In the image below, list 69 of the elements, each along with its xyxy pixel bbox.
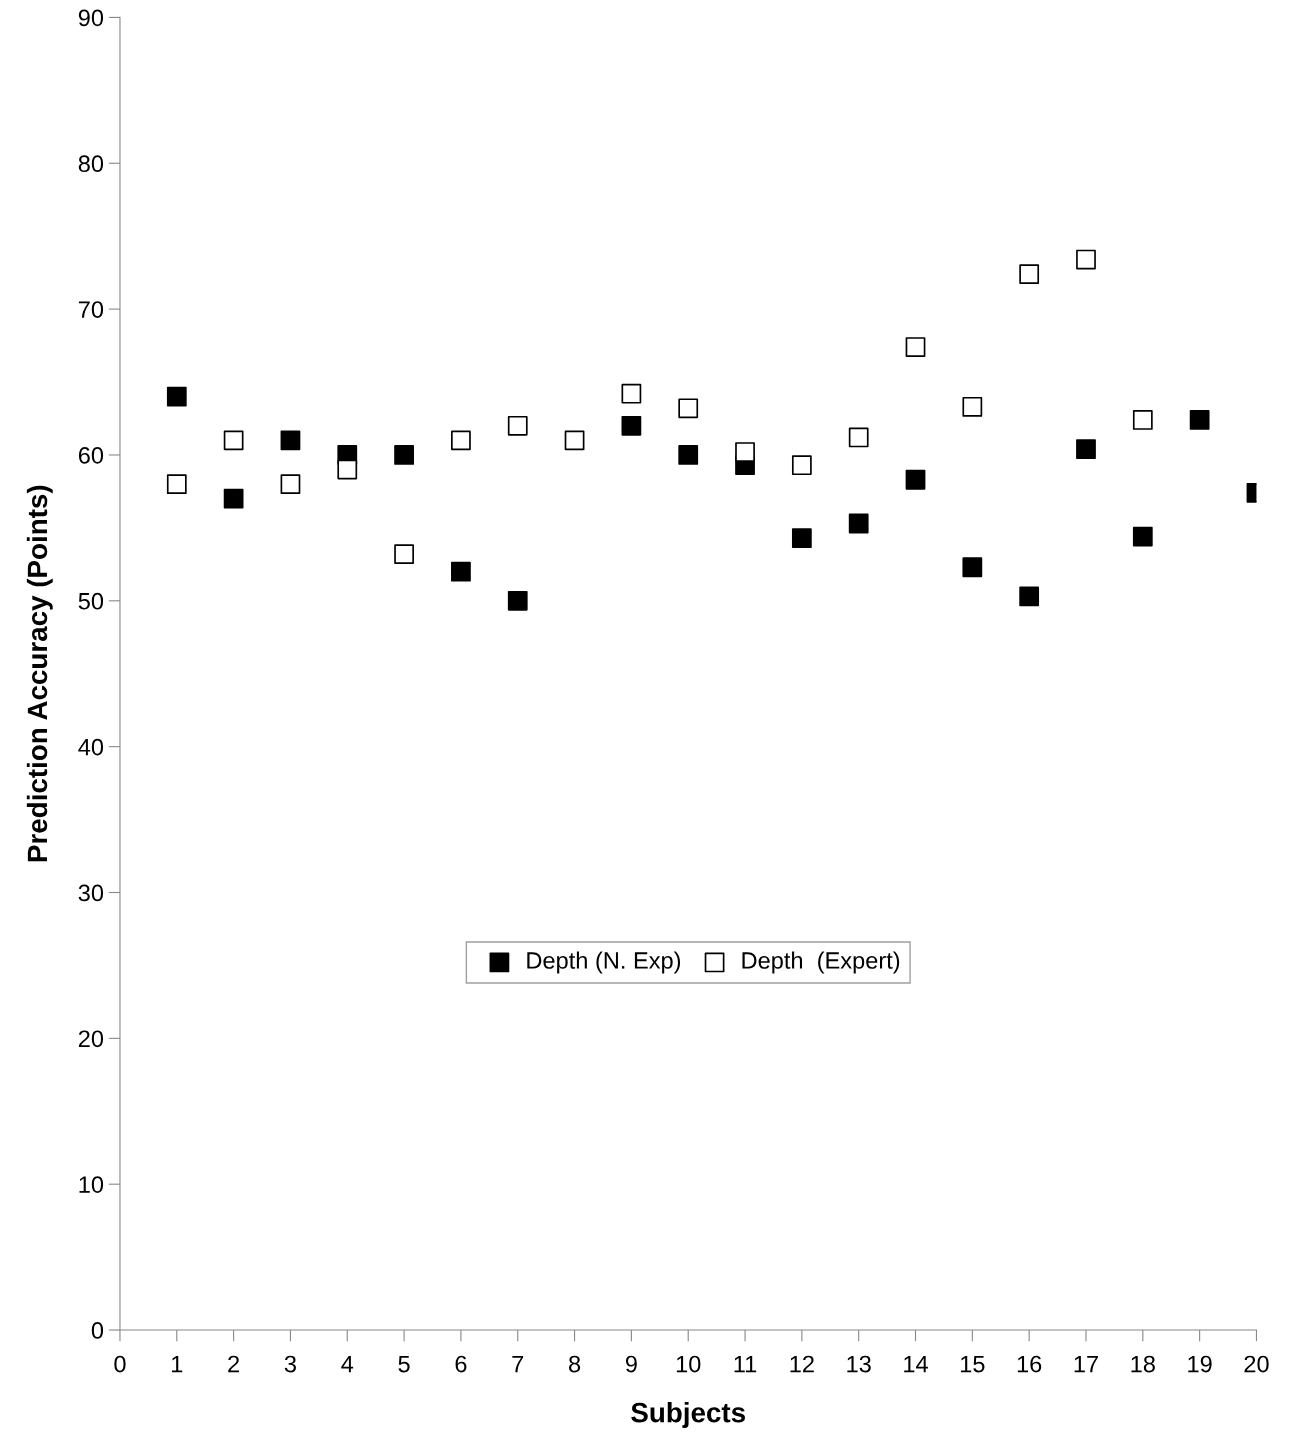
point	[1189, 410, 1210, 430]
x-tick-label: 19	[1188, 1355, 1212, 1373]
point	[1132, 526, 1153, 547]
x-tick-label: 15	[961, 1355, 985, 1373]
x-tick-label: 17	[1074, 1355, 1098, 1373]
x-tick-label: 5	[398, 1355, 410, 1373]
point	[962, 557, 983, 578]
point	[166, 474, 187, 495]
point	[223, 488, 244, 509]
point	[451, 561, 471, 582]
x-tick-label: 13	[847, 1355, 871, 1373]
y-tick-label: 80	[78, 155, 104, 173]
point	[678, 445, 699, 465]
point	[962, 396, 983, 417]
y-tick-label: 40	[78, 738, 104, 756]
x-tick-label: 7	[512, 1355, 524, 1373]
point	[678, 398, 699, 419]
point	[451, 430, 471, 451]
point	[791, 528, 812, 548]
point	[564, 430, 585, 451]
x-tick-label: 6	[455, 1355, 467, 1373]
x-tick-label: 3	[284, 1355, 296, 1373]
x-tick-label: 0	[114, 1355, 126, 1373]
point	[507, 415, 528, 436]
point	[621, 383, 642, 404]
x-tick-label: 18	[1131, 1355, 1155, 1373]
x-tick-label: 16	[1017, 1355, 1042, 1373]
y-tick-label: 70	[78, 301, 104, 318]
legend-label: Depth (N. Exp)	[527, 951, 681, 974]
x-tick-label: 4	[341, 1355, 354, 1373]
x-tick-label: 2	[228, 1355, 239, 1373]
x-tick-label: 14	[904, 1355, 928, 1373]
point	[394, 544, 414, 565]
point	[621, 415, 642, 436]
y-tick-label: 60	[78, 447, 104, 464]
point	[848, 513, 869, 534]
x-tick-label: 1	[172, 1355, 183, 1373]
x-tick-label: 10	[676, 1355, 701, 1373]
legend-label: Depth (Expert)	[742, 951, 900, 974]
point	[1132, 410, 1153, 430]
point	[394, 445, 414, 465]
x-tick-label: 9	[625, 1355, 637, 1373]
y-tick-label: 90	[78, 9, 104, 27]
point	[1019, 264, 1040, 285]
x-tick-label: 8	[569, 1355, 581, 1373]
x-tick-label: 20	[1244, 1355, 1269, 1373]
point	[1076, 439, 1096, 460]
y-tick-label: 10	[79, 1176, 104, 1193]
point	[735, 442, 755, 462]
point	[280, 430, 301, 451]
point	[905, 337, 926, 357]
x-tick-label: 12	[790, 1355, 814, 1373]
point	[1019, 586, 1040, 607]
point	[1076, 249, 1096, 270]
y-tick-label: 0	[91, 1322, 104, 1339]
y-axis-title: Prediction Accuracy (Points)	[26, 485, 53, 862]
point	[791, 455, 812, 476]
y-tick-label: 50	[78, 592, 104, 610]
point	[848, 427, 869, 448]
x-axis-title: Subjects	[631, 1402, 745, 1428]
point	[280, 474, 301, 495]
x-tick-label: 11	[734, 1355, 757, 1373]
point	[223, 430, 244, 451]
y-tick-label: 20	[78, 1030, 104, 1048]
point	[507, 590, 528, 611]
point	[905, 469, 926, 490]
y-tick-label: 30	[78, 884, 104, 902]
point	[337, 459, 358, 480]
point	[166, 386, 187, 407]
